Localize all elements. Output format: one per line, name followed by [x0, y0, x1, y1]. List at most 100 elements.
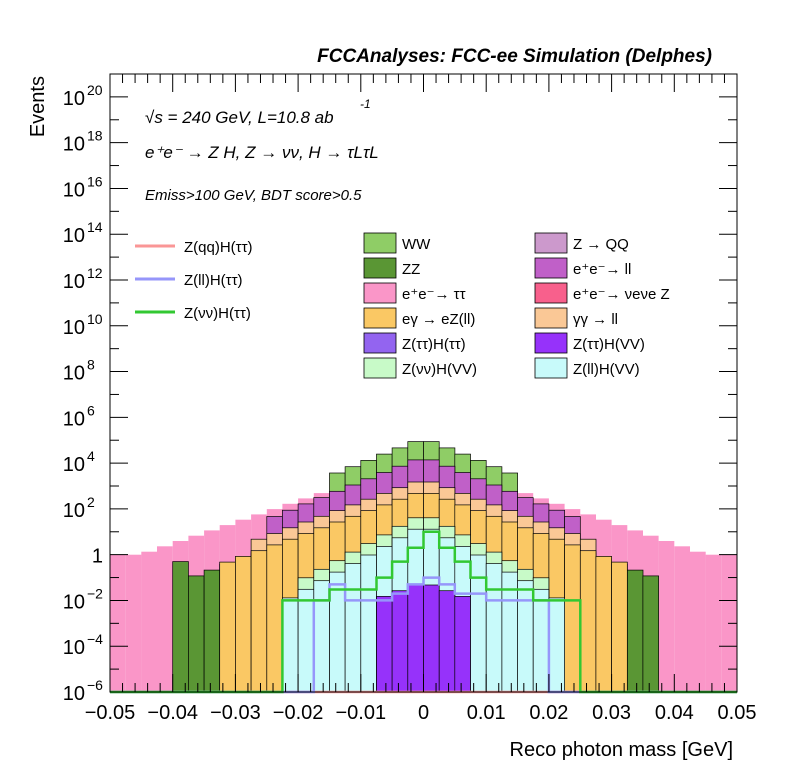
legend-label-ww: WW [402, 236, 431, 253]
bar-zz [188, 575, 205, 693]
y-tick-label: 10 [63, 454, 85, 476]
y-tick-label: 10 [63, 408, 85, 430]
legend-swatch-ee_tautau [363, 282, 397, 304]
legend-swatch-znn_hvv [363, 357, 397, 379]
bar-ztt_hvv [423, 584, 440, 693]
bar-zll_hvv [297, 588, 315, 693]
energy-annotation: √s = 240 GeV, L=10.8 ab [145, 108, 334, 127]
x-tick-label: 0.03 [592, 702, 631, 724]
x-tick-label: −0.03 [210, 702, 261, 724]
legend-label-zll_htt: Z(ll)H(ττ) [184, 272, 243, 289]
legend-label-znn_hvv: Z(νν)H(VV) [402, 361, 477, 378]
bar-ee-tautau [674, 546, 690, 692]
bar-zz [626, 569, 644, 693]
annotation-block: √s = 240 GeV, L=10.8 ab -1 e⁺e⁻ → Z H, Z… [145, 97, 379, 204]
bar-eg_ezll [266, 544, 283, 693]
legend-swatch-ee_ll [534, 257, 568, 279]
y-tick-exponent: 12 [87, 265, 103, 281]
bar-ee-tautau [125, 554, 142, 692]
legend-swatch-ee_nunuz [534, 282, 568, 304]
x-tick-label: 0.05 [718, 702, 757, 724]
legend-swatch-z_qq [534, 232, 568, 254]
legend-label-zqq_htt: Z(qq)H(ττ) [184, 239, 253, 256]
y-tick-exponent: −6 [87, 677, 103, 693]
y-tick-exponent: 14 [87, 219, 103, 235]
y-tick-exponent: 2 [87, 494, 95, 510]
y-tick-label: 10 [63, 271, 85, 293]
bar-zz [172, 561, 189, 693]
y-tick-label: 10 [63, 134, 85, 156]
legend-label-ee_nunuz: e⁺e⁻→ νeνe Z [573, 286, 670, 303]
bar-zz [642, 575, 659, 693]
y-tick-exponent: −2 [87, 585, 103, 601]
process-annotation: e⁺e⁻ → Z H, Z → νν, H → τLτL [145, 143, 379, 162]
legend-label-ztt_htt: Z(ττ)H(ττ) [402, 336, 466, 353]
bar-ee-tautau [658, 541, 675, 692]
bar-ztt_hvv [438, 590, 456, 693]
energy-exponent: -1 [360, 97, 371, 111]
y-tick-label: 1 [92, 546, 103, 568]
y-tick-exponent: 16 [87, 173, 103, 189]
chart-title: FCCAnalyses: FCC-ee Simulation (Delphes) [317, 46, 712, 67]
bar-ee-tautau [705, 554, 722, 692]
bar-eg_ezll [595, 556, 612, 693]
bar-zll_hvv [517, 580, 534, 693]
legend-label-ee_ll: e⁺e⁻→ ll [573, 261, 631, 278]
y-tick-label: 10 [63, 500, 85, 522]
y-tick-label: 10 [63, 637, 85, 659]
bar-eg_ezll [579, 550, 597, 693]
legend-label-zll_hvv: Z(ll)H(VV) [573, 361, 640, 378]
legend-label-ztt_hvv: Z(ττ)H(VV) [573, 336, 645, 353]
bar-ztt_hvv [407, 584, 424, 693]
legend-swatch-zz [363, 257, 397, 279]
bar-eg_ezll [564, 544, 581, 693]
legend-label-znn_htt: Z(νν)H(ττ) [184, 305, 251, 322]
y-tick-exponent: 8 [87, 357, 95, 373]
bar-zll_hvv [344, 563, 362, 693]
bar-ee-tautau [141, 551, 157, 692]
legend-swatch-gg_ll [534, 307, 568, 329]
legend-swatch-ztt_hvv [534, 332, 568, 354]
y-tick-label: 10 [63, 363, 85, 385]
x-tick-label: −0.02 [273, 702, 324, 724]
x-axis-label: Reco photon mass [GeV] [510, 739, 733, 761]
cuts-annotation: Emiss>100 GeV, BDT score>0.5 [145, 187, 362, 204]
y-tick-exponent: 20 [87, 82, 103, 98]
bar-ee-tautau [690, 551, 706, 692]
bar-ztt_hvv [376, 596, 393, 693]
x-tick-label: −0.05 [85, 702, 136, 724]
y-tick-label: 10 [63, 591, 85, 613]
y-tick-exponent: −4 [87, 631, 103, 647]
legend-label-gg_ll: γγ → ll [573, 311, 618, 328]
y-tick-label: 10 [63, 88, 85, 110]
bar-zz [203, 569, 221, 693]
bar-ee-tautau [157, 546, 173, 692]
legend-swatch-zll_hvv [534, 357, 568, 379]
legend-swatch-eg_ezll [363, 307, 397, 329]
bar-eg_ezll [219, 561, 236, 693]
y-tick-exponent: 10 [87, 311, 103, 327]
y-tick-label: 10 [63, 683, 85, 705]
x-tick-label: −0.04 [147, 702, 198, 724]
histogram-bars [110, 441, 737, 693]
x-tick-label: −0.01 [335, 702, 386, 724]
y-tick-label: 10 [63, 317, 85, 339]
bar-zll_hvv [548, 597, 565, 693]
legend-label-eg_ezll: eγ → eZ(ll) [402, 311, 475, 328]
bar-ztt_hvv [454, 596, 471, 693]
legend-swatch-ztt_htt [363, 332, 397, 354]
legend-swatch-ww [363, 232, 397, 254]
x-tick-label: 0.01 [467, 702, 506, 724]
legend: Z(qq)H(ττ) Z(ll)H(ττ) Z(νν)H(ττ) WW ZZ e⁺e⁻→ … [135, 232, 670, 379]
y-tick-label: 10 [63, 225, 85, 247]
bar-zll_hvv [485, 563, 503, 693]
y-tick-exponent: 4 [87, 448, 95, 464]
x-tick-label: 0.02 [529, 702, 568, 724]
y-tick-exponent: 6 [87, 402, 95, 418]
x-tick-label: 0.04 [655, 702, 694, 724]
bar-zll_hvv [313, 580, 330, 693]
bar-zll_hvv [532, 588, 550, 693]
legend-label-zz: ZZ [402, 261, 420, 278]
bar-eg_ezll [611, 561, 628, 693]
